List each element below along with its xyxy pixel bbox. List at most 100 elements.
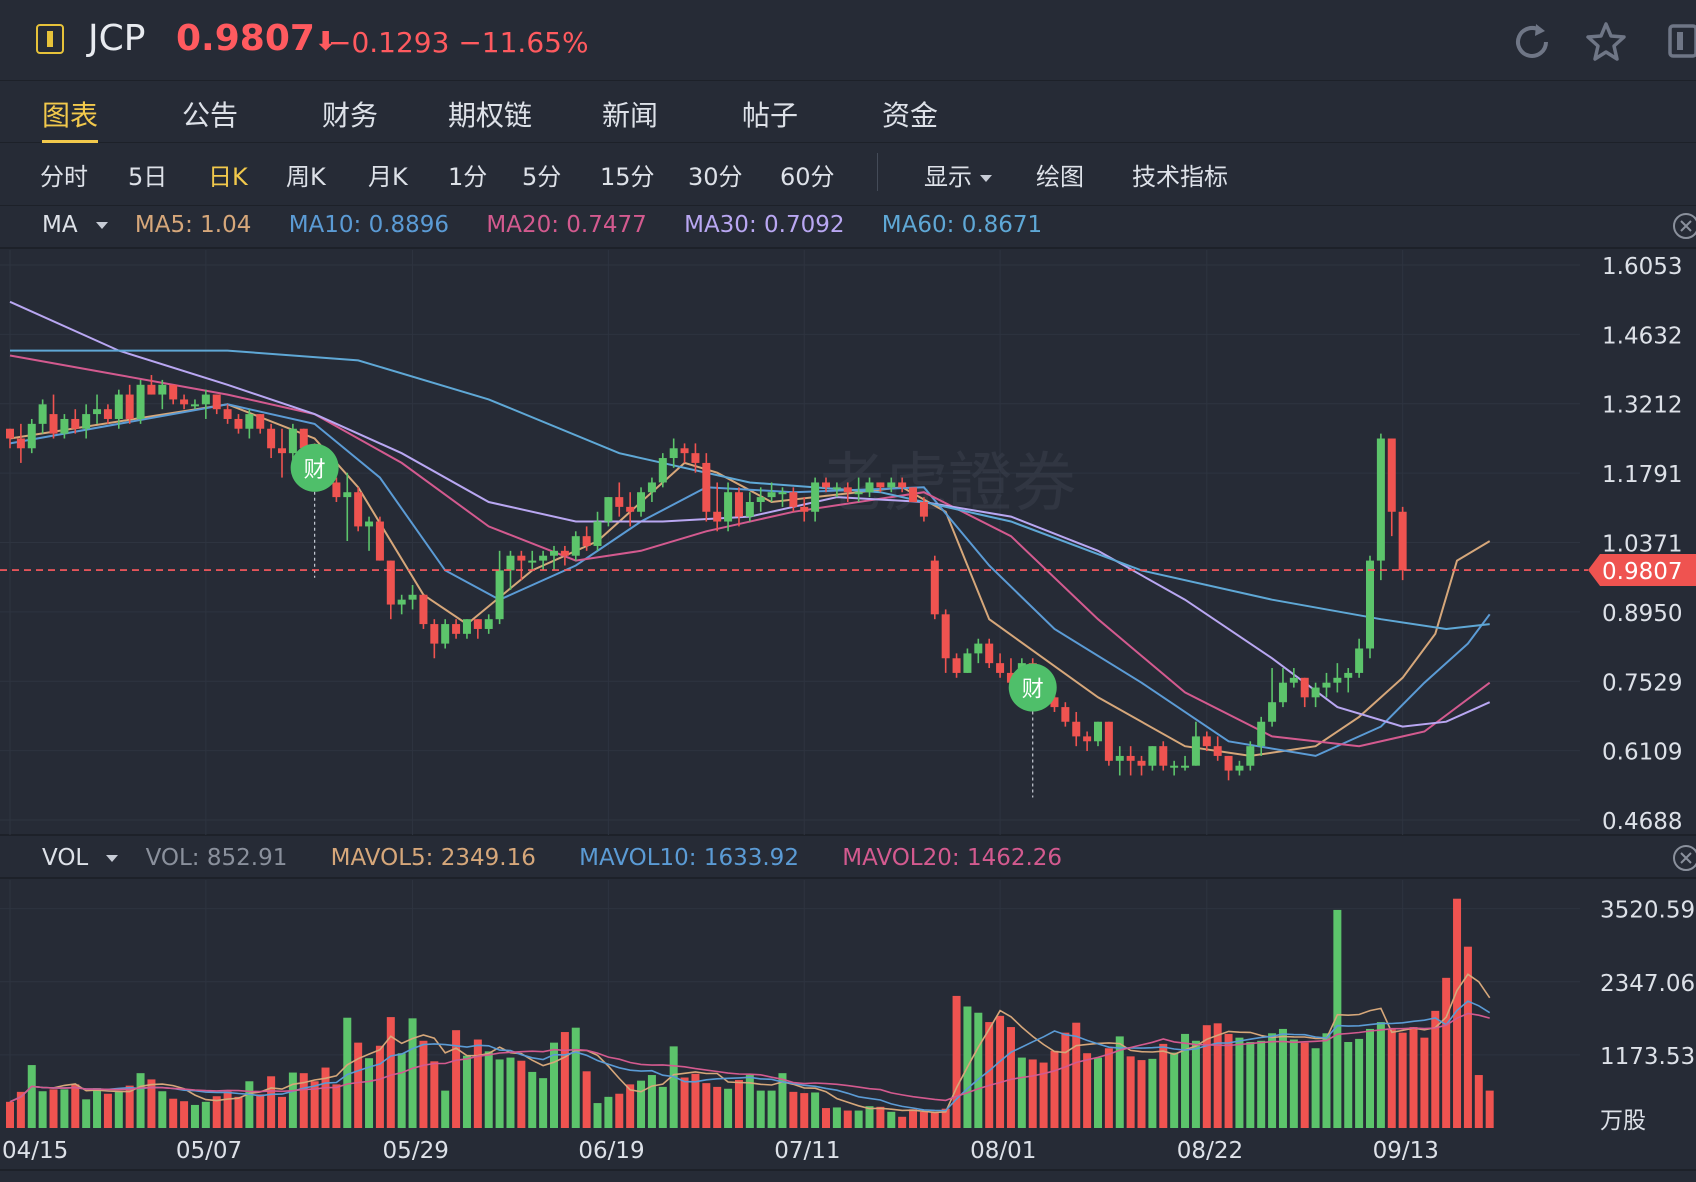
period-60min[interactable]: 60分	[780, 163, 835, 191]
volume-bar	[321, 1067, 330, 1128]
volume-bar	[1115, 1036, 1124, 1128]
candle	[756, 487, 765, 512]
price-tick-label: 0.8950	[1602, 601, 1682, 627]
volume-bar	[1453, 898, 1462, 1128]
close-icon[interactable]	[1673, 213, 1696, 239]
period-30min[interactable]: 30分	[688, 163, 743, 191]
star-icon[interactable]	[1584, 20, 1628, 64]
candle	[539, 550, 548, 571]
period-daily[interactable]: 日K	[208, 163, 248, 191]
candle	[1094, 721, 1102, 747]
mavol-line-10	[9, 1000, 1491, 1112]
vol-value: VOL: 852.91	[145, 845, 288, 871]
volume-bar	[800, 1093, 809, 1128]
volume-bar	[386, 1017, 395, 1128]
volume-bar	[169, 1098, 178, 1128]
candle	[125, 384, 134, 424]
close-icon[interactable]	[1673, 845, 1696, 871]
volume-bar	[615, 1093, 624, 1128]
candle	[1039, 668, 1048, 703]
candle	[1126, 746, 1135, 776]
divider	[877, 153, 878, 191]
volume-bar	[484, 1051, 493, 1128]
tab-chart[interactable]: 图表	[42, 94, 99, 143]
volume-bar	[1039, 1062, 1048, 1128]
volume-bar	[593, 1103, 602, 1128]
candle	[876, 482, 885, 493]
volume-bar	[408, 1018, 417, 1128]
price-tick-label: 1.1791	[1602, 462, 1682, 488]
candle	[1333, 663, 1342, 693]
volume-bar	[6, 1101, 14, 1128]
candle	[430, 619, 439, 659]
tab-financials[interactable]: 财务	[322, 99, 379, 132]
indicators-button[interactable]: 技术指标	[1132, 163, 1228, 191]
candle	[1311, 682, 1320, 708]
period-1min[interactable]: 1分	[448, 163, 488, 191]
candle	[1376, 433, 1385, 581]
current-price-label: 0.9807	[1602, 559, 1682, 585]
tab-posts[interactable]: 帖子	[742, 99, 799, 132]
ticker-symbol: JCP	[88, 18, 146, 59]
candle	[1050, 692, 1059, 712]
volume-bar	[1333, 909, 1342, 1128]
candle	[865, 477, 874, 498]
ticker-badge-icon	[36, 24, 64, 54]
candle	[550, 545, 558, 571]
candle	[452, 619, 461, 639]
date-tick-label: 07/11	[774, 1138, 840, 1164]
tab-options-chain[interactable]: 期权链	[448, 99, 533, 132]
volume-bar	[212, 1096, 221, 1128]
volume-bar	[1311, 1048, 1320, 1128]
volume-bar	[1257, 1040, 1266, 1128]
candle	[702, 453, 711, 522]
vol-selector[interactable]: VOL	[42, 845, 119, 871]
period-15min[interactable]: 15分	[600, 163, 655, 191]
candle	[1028, 658, 1037, 678]
candle	[495, 550, 504, 625]
draw-button[interactable]: 绘图	[1036, 163, 1084, 191]
ma-line-ma60	[10, 349, 1490, 631]
layout-icon[interactable]	[1668, 22, 1696, 62]
period-5min[interactable]: 5分	[522, 163, 562, 191]
volume-bar	[854, 1110, 863, 1128]
volume-bar	[441, 1090, 450, 1128]
volume-bar	[604, 1096, 613, 1128]
candle	[1289, 668, 1298, 688]
candle	[571, 531, 580, 561]
ma-selector[interactable]: MA	[42, 212, 108, 238]
earnings-marker[interactable]: 财	[1008, 663, 1057, 798]
volume-bar	[1278, 1028, 1287, 1128]
chevron-down-icon	[980, 174, 992, 182]
volume-bar	[898, 1116, 907, 1128]
volume-bar	[941, 1108, 950, 1128]
price-tick-label: 0.6109	[1602, 740, 1682, 766]
period-intraday[interactable]: 分时	[40, 163, 88, 191]
period-monthly[interactable]: 月K	[368, 163, 408, 191]
chevron-down-icon	[95, 222, 108, 229]
candle	[441, 619, 450, 649]
volume-bar	[354, 1042, 363, 1128]
price-tick-label: 0.4688	[1602, 809, 1682, 835]
candle	[321, 458, 330, 483]
tab-funds[interactable]: 资金	[882, 99, 939, 132]
volume-bar	[256, 1094, 265, 1128]
tab-announcements[interactable]: 公告	[182, 99, 239, 132]
candle	[724, 482, 733, 532]
display-dropdown[interactable]: 显示	[924, 157, 992, 192]
candle	[169, 384, 178, 405]
refresh-icon[interactable]	[1510, 20, 1554, 64]
mavol20-value: MAVOL20: 1462.26	[842, 845, 1063, 871]
earnings-marker[interactable]: 财	[290, 443, 339, 578]
chevron-down-icon	[106, 855, 119, 862]
volume-bar	[1137, 1060, 1146, 1128]
candle	[158, 379, 167, 410]
volume-bar	[1181, 1033, 1190, 1128]
volume-bar	[38, 1091, 47, 1128]
tab-news[interactable]: 新闻	[602, 99, 659, 132]
last-price: 0.9807⬇	[176, 18, 337, 59]
price-tick-label: 1.4632	[1602, 323, 1682, 349]
period-5day[interactable]: 5日	[128, 163, 168, 191]
period-weekly[interactable]: 周K	[286, 163, 326, 191]
volume-bar	[190, 1104, 199, 1128]
